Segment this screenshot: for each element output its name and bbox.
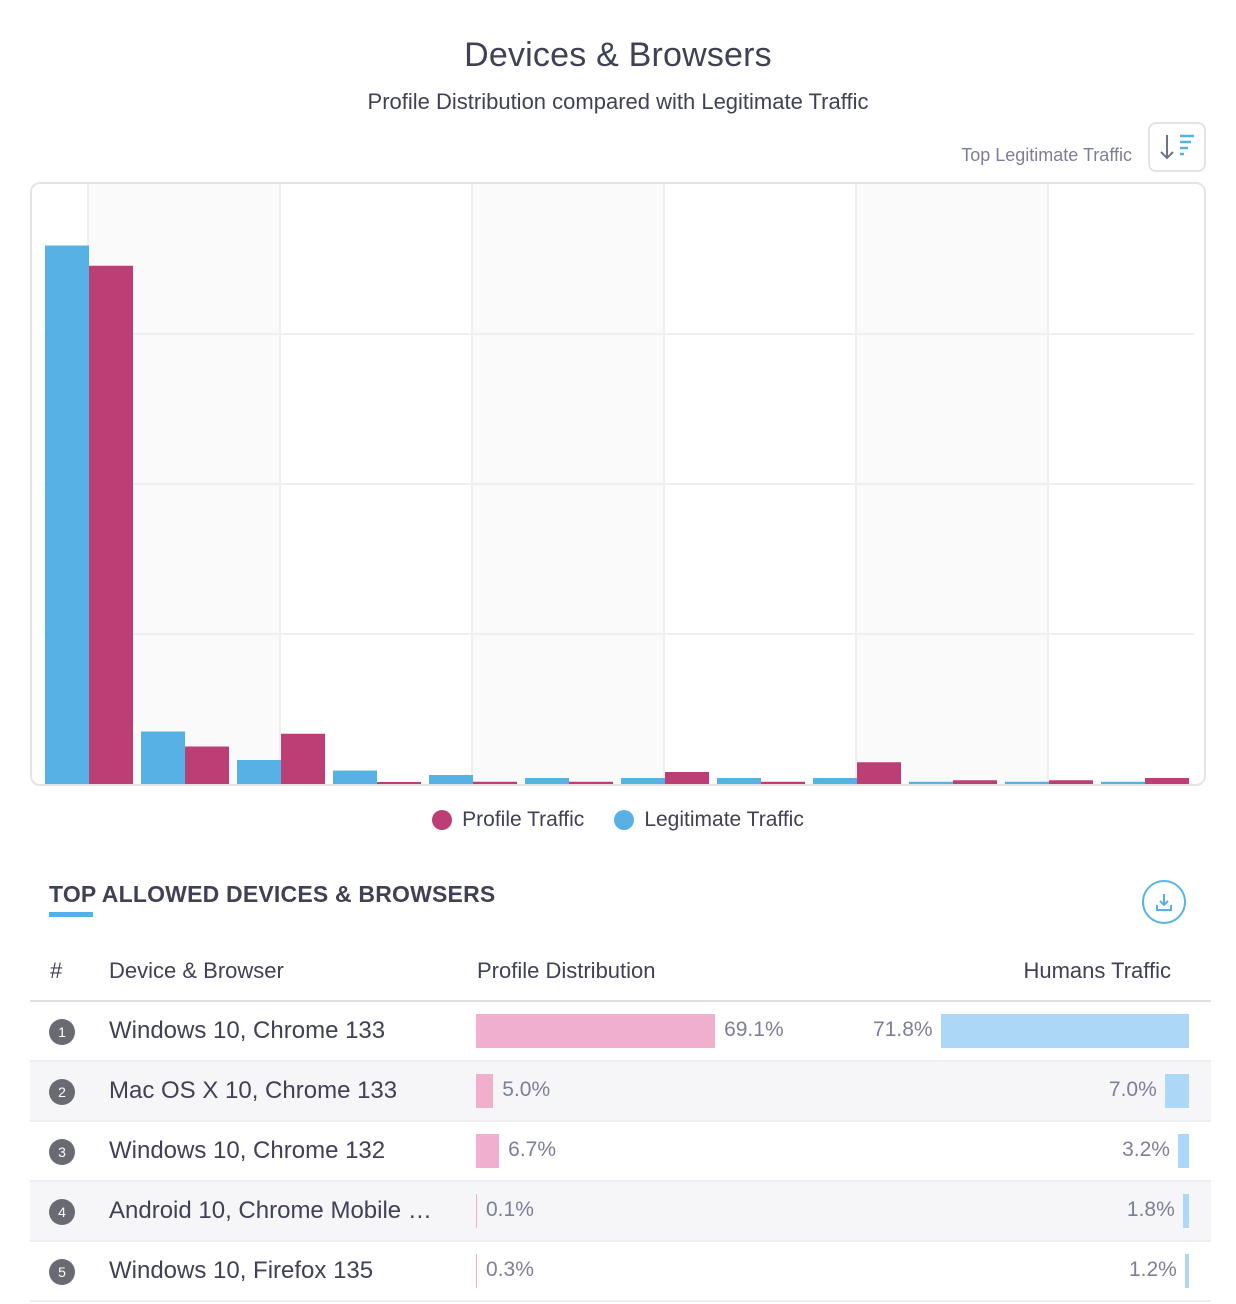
bar-legitimate-traffic[interactable] <box>333 770 377 785</box>
bar-profile-traffic[interactable] <box>953 780 997 784</box>
table-row[interactable]: 2 Mac OS X 10, Chrome 133 5.0% 7.0% <box>30 1062 1211 1122</box>
profile-distribution-bar <box>476 1134 500 1168</box>
rank-badge: 2 <box>49 1079 75 1105</box>
humans-traffic-value: 71.8% <box>873 1018 933 1041</box>
bar-profile-traffic[interactable] <box>761 781 805 784</box>
humans-traffic-bar <box>1177 1134 1189 1168</box>
table-row[interactable]: 1 Windows 10, Chrome 133 69.1% 71.8% <box>30 1002 1211 1062</box>
download-icon <box>1156 894 1172 911</box>
header-profile[interactable]: Profile Distribution <box>477 958 656 983</box>
page-subtitle: Profile Distribution compared with Legit… <box>367 89 869 114</box>
profile-distribution-bar <box>476 1074 494 1108</box>
bar-chart <box>44 184 1194 785</box>
legend-label-profile: Profile Traffic <box>462 808 585 831</box>
bar-profile-traffic[interactable] <box>89 265 133 784</box>
humans-traffic-value: 1.2% <box>1128 1258 1177 1281</box>
legend-dot-profile <box>432 810 453 830</box>
bar-legitimate-traffic[interactable] <box>1005 781 1049 784</box>
bar-legitimate-traffic[interactable] <box>525 778 569 784</box>
device-name: Windows 10, Chrome 133 <box>109 1017 386 1044</box>
humans-traffic-bar <box>940 1014 1189 1048</box>
table-row[interactable]: 5 Windows 10, Firefox 135 0.3% 1.2% <box>30 1242 1211 1302</box>
humans-traffic-bar <box>1182 1194 1189 1228</box>
bar-profile-traffic[interactable] <box>185 746 229 785</box>
humans-traffic-bar <box>1164 1074 1189 1108</box>
sort-descending-icon <box>1160 134 1194 160</box>
profile-distribution-bar <box>476 1014 716 1048</box>
section-title: TOP ALLOWED DEVICES & BROWSERS <box>49 881 496 907</box>
humans-traffic-bar <box>1184 1254 1189 1288</box>
table-row[interactable]: 4 Android 10, Chrome Mobile … 0.1% 1.8% <box>30 1182 1211 1242</box>
bar-profile-traffic[interactable] <box>569 781 613 784</box>
humans-traffic-value: 3.2% <box>1122 1138 1170 1161</box>
bar-profile-traffic[interactable] <box>1049 780 1093 784</box>
humans-traffic-value: 7.0% <box>1108 1078 1157 1101</box>
header-rank: # <box>50 958 63 983</box>
profile-distribution-value: 5.0% <box>502 1078 551 1101</box>
header-device: Device & Browser <box>109 958 284 983</box>
profile-distribution-value: 0.3% <box>486 1258 534 1281</box>
profile-distribution-bar <box>476 1194 477 1228</box>
bar-profile-traffic[interactable] <box>473 781 517 784</box>
chart-legend: Profile Traffic Legitimate Traffic <box>0 808 1236 832</box>
profile-distribution-value: 0.1% <box>486 1198 534 1221</box>
bar-legitimate-traffic[interactable] <box>813 778 857 784</box>
bar-profile-traffic[interactable] <box>857 762 901 784</box>
rank-badge: 5 <box>49 1259 75 1285</box>
download-button[interactable] <box>1142 880 1186 924</box>
humans-traffic-value: 1.8% <box>1126 1198 1175 1221</box>
devices-table: # Device & Browser Profile Distribution … <box>30 940 1211 1302</box>
bar-profile-traffic[interactable] <box>377 782 421 784</box>
chart-area <box>30 182 1206 786</box>
bar-legitimate-traffic[interactable] <box>237 760 281 784</box>
bar-legitimate-traffic[interactable] <box>141 731 185 785</box>
profile-distribution-value: 69.1% <box>724 1018 784 1041</box>
device-name: Android 10, Chrome Mobile … <box>109 1197 432 1224</box>
table-header: # Device & Browser Profile Distribution … <box>30 940 1211 1002</box>
legend-item-legitimate[interactable]: Legitimate Traffic <box>614 808 804 832</box>
profile-distribution-bar <box>476 1254 478 1288</box>
profile-distribution-value: 6.7% <box>508 1138 557 1161</box>
bar-legitimate-traffic[interactable] <box>429 775 473 784</box>
legend-item-profile[interactable]: Profile Traffic <box>432 808 584 832</box>
bar-profile-traffic[interactable] <box>665 772 709 784</box>
header-humans[interactable]: Humans Traffic <box>1023 958 1171 983</box>
bar-legitimate-traffic[interactable] <box>717 778 761 784</box>
bar-legitimate-traffic[interactable] <box>621 778 665 784</box>
device-name: Windows 10, Firefox 135 <box>109 1257 374 1284</box>
bar-profile-traffic[interactable] <box>281 733 325 784</box>
legend-label-legitimate: Legitimate Traffic <box>644 808 804 831</box>
bar-profile-traffic[interactable] <box>1145 778 1189 784</box>
rank-badge: 4 <box>49 1199 75 1225</box>
rank-badge: 3 <box>49 1139 75 1165</box>
rank-badge: 1 <box>49 1019 75 1045</box>
table-row[interactable]: 3 Windows 10, Chrome 132 6.7% 3.2% <box>30 1122 1211 1182</box>
bar-legitimate-traffic[interactable] <box>1101 781 1145 784</box>
bar-legitimate-traffic[interactable] <box>45 245 89 785</box>
device-name: Mac OS X 10, Chrome 133 <box>109 1077 398 1104</box>
legend-dot-legitimate <box>614 810 635 830</box>
page-title: Devices & Browsers <box>464 36 772 74</box>
section-underline <box>49 912 93 917</box>
bar-legitimate-traffic[interactable] <box>909 781 953 784</box>
sort-button[interactable] <box>1148 122 1206 172</box>
sort-label: Top Legitimate Traffic <box>961 145 1132 165</box>
device-name: Windows 10, Chrome 132 <box>109 1137 386 1164</box>
